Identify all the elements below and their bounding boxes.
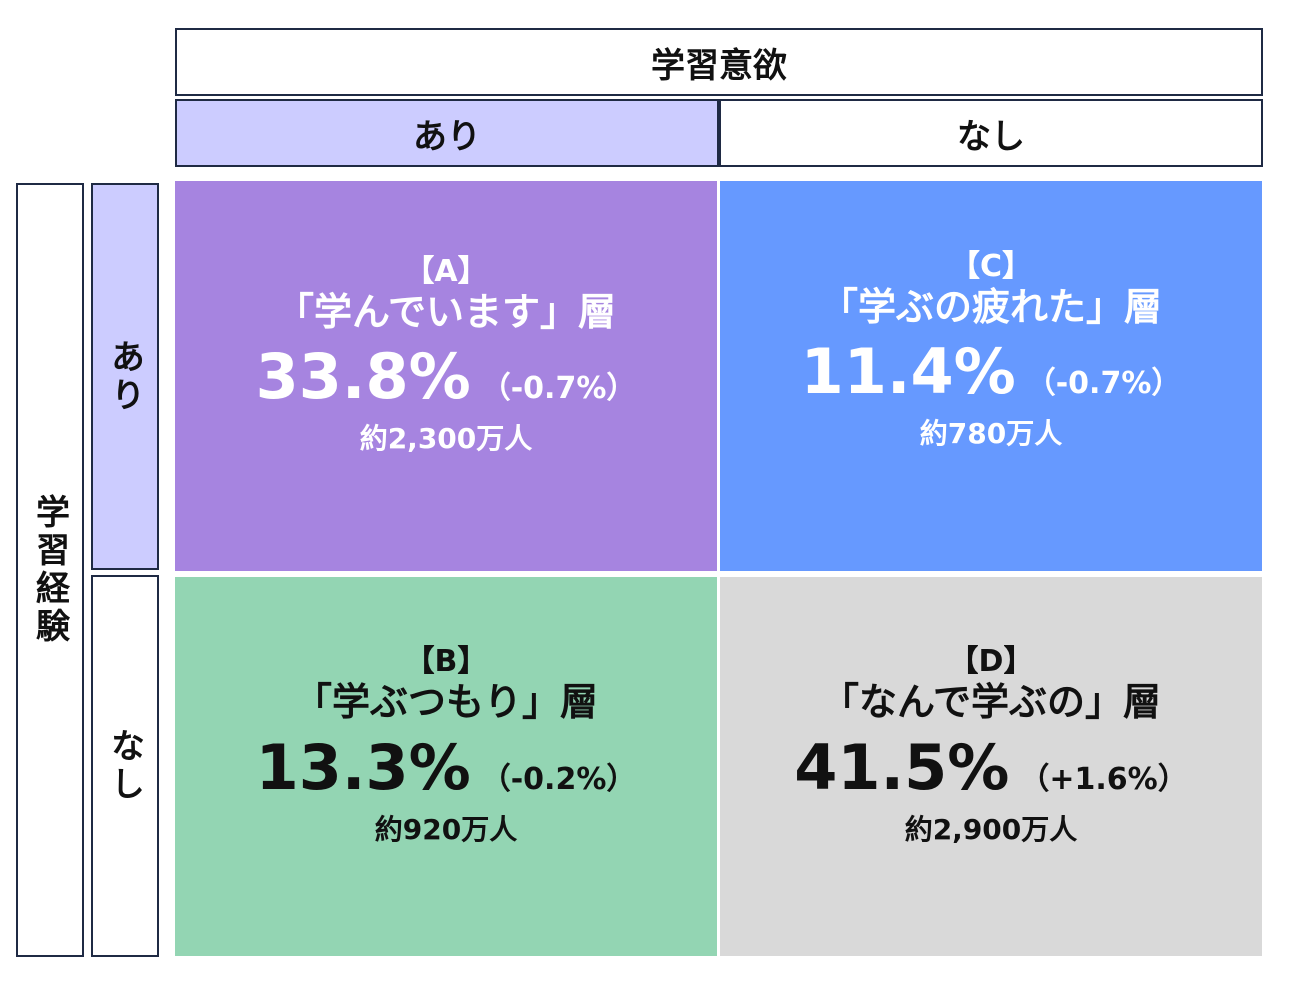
motivation-title: 学習意欲 — [651, 45, 787, 86]
quadrant-d-people: 約2,900万人 — [904, 812, 1078, 846]
experience-header: 学習経験 — [16, 183, 84, 957]
motivation-no-header: なし — [719, 99, 1263, 167]
motivation-header: 学習意欲 — [175, 28, 1263, 96]
quadrant-a: 【A】 「学んでいます」層 33.8% （-0.7%） 約2,300万人 — [175, 181, 717, 571]
motivation-yes-label: あり — [413, 116, 481, 157]
motivation-yes-header: あり — [175, 99, 719, 167]
quadrant-b-tag: 【B】 — [404, 644, 488, 680]
motivation-no-label: なし — [957, 116, 1025, 157]
quadrant-c: 【C】 「学ぶの疲れた」層 11.4% （-0.7%） 約780万人 — [720, 181, 1262, 571]
quadrant-c-stats: 11.4% （-0.7%） — [800, 335, 1182, 409]
quadrant-d-delta: （+1.6%） — [1019, 761, 1188, 797]
experience-title: 学習経験 — [29, 494, 70, 646]
quadrant-d-name: 「なんで学ぶの」層 — [820, 680, 1162, 725]
experience-no-label: なし — [104, 728, 145, 804]
quadrant-d: 【D】 「なんで学ぶの」層 41.5% （+1.6%） 約2,900万人 — [720, 577, 1262, 956]
experience-yes-header: あり — [91, 183, 159, 570]
quadrant-a-people: 約2,300万人 — [359, 422, 533, 456]
quadrant-c-people: 約780万人 — [919, 417, 1063, 451]
quadrant-a-percent: 33.8% — [255, 340, 471, 414]
quadrant-c-tag: 【C】 — [949, 248, 1033, 284]
quadrant-d-stats: 41.5% （+1.6%） — [794, 730, 1188, 804]
quadrant-b-stats: 13.3% （-0.2%） — [255, 730, 637, 804]
quadrant-b-people: 約920万人 — [374, 812, 518, 846]
quadrant-c-delta: （-0.7%） — [1025, 366, 1182, 402]
quadrant-b-name: 「学ぶつもり」層 — [293, 680, 598, 725]
quadrant-b-percent: 13.3% — [255, 730, 471, 804]
quadrant-a-delta: （-0.7%） — [480, 371, 637, 407]
quadrant-d-percent: 41.5% — [794, 730, 1010, 804]
quadrant-a-tag: 【A】 — [404, 253, 488, 289]
quadrant-c-name: 「学ぶの疲れた」層 — [819, 284, 1162, 329]
experience-yes-label: あり — [104, 338, 145, 415]
experience-no-header: なし — [91, 575, 159, 957]
quadrant-a-stats: 33.8% （-0.7%） — [255, 340, 637, 414]
quadrant-b-delta: （-0.2%） — [480, 761, 637, 797]
quadrant-b: 【B】 「学ぶつもり」層 13.3% （-0.2%） 約920万人 — [175, 577, 717, 956]
quadrant-c-percent: 11.4% — [800, 335, 1016, 409]
quadrant-a-name: 「学んでいます」層 — [275, 289, 617, 334]
quadrant-d-tag: 【D】 — [948, 644, 1034, 680]
